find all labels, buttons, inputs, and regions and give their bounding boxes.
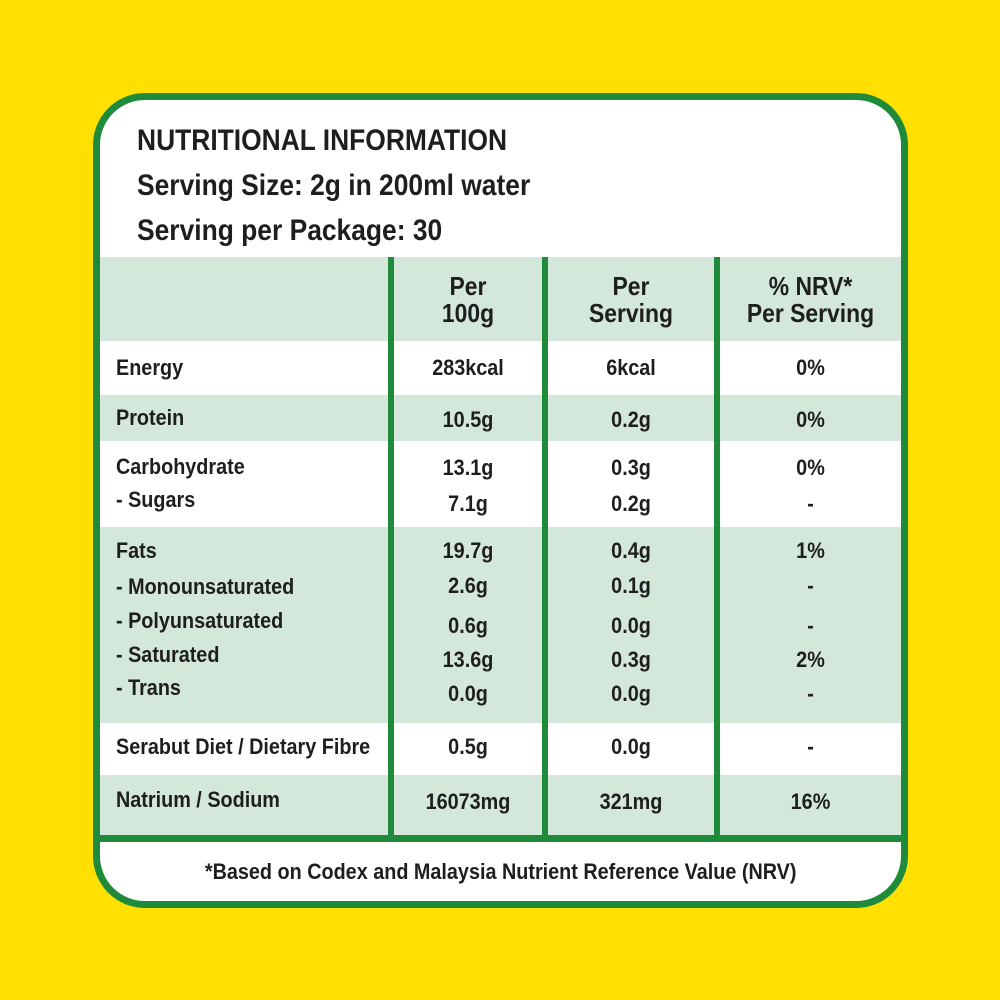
row-label-sugars: - Sugars <box>116 487 196 512</box>
monounsaturated-per-100g: 2.6g <box>448 573 488 598</box>
panel-header: NUTRITIONAL INFORMATION Serving Size: 2g… <box>137 118 584 253</box>
nutrition-table: Per 100g Per Serving % NRV* Per Serving … <box>100 257 901 842</box>
nrv-footnote-text: *Based on Codex and Malaysia Nutrient Re… <box>204 858 797 884</box>
dietary-fibre-per-serving: 0.0g <box>611 734 651 759</box>
table-row <box>100 395 901 441</box>
saturated-per-serving: 0.3g <box>611 647 651 672</box>
fats-per-100g: 19.7g <box>442 538 494 563</box>
row-label-energy: Energy <box>116 355 184 380</box>
trans-nrv: - <box>807 681 814 706</box>
sugars-per-100g: 7.1g <box>448 491 488 516</box>
row-label-sodium: Natrium / Sodium <box>116 787 280 812</box>
fats-nrv: 1% <box>796 538 825 563</box>
servings-per-package: Serving per Package: 30 <box>137 214 443 247</box>
row-label-polyunsaturated: - Polyunsaturated <box>116 608 284 633</box>
table-row <box>100 527 901 723</box>
sugars-nrv: - <box>807 491 814 516</box>
monounsaturated-nrv: - <box>807 573 814 598</box>
table-row <box>100 775 901 835</box>
polyunsaturated-per-100g: 0.6g <box>448 613 488 638</box>
nrv-footnote: *Based on Codex and Malaysia Nutrient Re… <box>100 842 901 901</box>
row-label-monounsaturated: - Monounsaturated <box>116 574 295 599</box>
column-header-per-100g: Per 100g <box>441 271 495 328</box>
carbohydrate-per-serving: 0.3g <box>611 455 651 480</box>
column-divider <box>714 257 720 835</box>
panel-title: NUTRITIONAL INFORMATION <box>137 124 508 157</box>
column-divider <box>388 257 394 835</box>
column-header-per-serving: Per Serving <box>589 271 673 328</box>
column-header-nrv: % NRV* Per Serving <box>746 271 875 328</box>
row-label-saturated: - Saturated <box>116 642 220 667</box>
trans-per-100g: 0.0g <box>448 681 488 706</box>
energy-per-serving: 6kcal <box>606 355 656 380</box>
sugars-per-serving: 0.2g <box>611 491 651 516</box>
row-label-protein: Protein <box>116 405 185 430</box>
row-label-carbohydrate: Carbohydrate <box>116 454 245 479</box>
carbohydrate-nrv: 0% <box>796 455 825 480</box>
protein-per-serving: 0.2g <box>611 407 651 432</box>
row-label-dietary-fibre: Serabut Diet / Dietary Fibre <box>116 734 371 759</box>
energy-nrv: 0% <box>796 355 825 380</box>
carbohydrate-per-100g: 13.1g <box>442 455 494 480</box>
energy-per-100g: 283kcal <box>432 355 504 380</box>
sodium-per-serving: 321mg <box>599 789 663 814</box>
polyunsaturated-nrv: - <box>807 613 814 638</box>
table-header-row <box>100 257 901 341</box>
row-label-trans: - Trans <box>116 675 181 700</box>
saturated-nrv: 2% <box>796 647 825 672</box>
protein-per-100g: 10.5g <box>442 407 494 432</box>
polyunsaturated-per-serving: 0.0g <box>611 613 651 638</box>
sodium-per-100g: 16073mg <box>425 789 511 814</box>
row-label-fats: Fats <box>116 538 157 563</box>
saturated-per-100g: 13.6g <box>442 647 494 672</box>
protein-nrv: 0% <box>796 407 825 432</box>
serving-size: Serving Size: 2g in 200ml water <box>137 169 531 202</box>
fats-per-serving: 0.4g <box>611 538 651 563</box>
monounsaturated-per-serving: 0.1g <box>611 573 651 598</box>
dietary-fibre-nrv: - <box>807 734 814 759</box>
sodium-nrv: 16% <box>790 789 831 814</box>
column-divider <box>542 257 548 835</box>
trans-per-serving: 0.0g <box>611 681 651 706</box>
dietary-fibre-per-100g: 0.5g <box>448 734 488 759</box>
nutrition-panel: NUTRITIONAL INFORMATION Serving Size: 2g… <box>93 93 908 908</box>
